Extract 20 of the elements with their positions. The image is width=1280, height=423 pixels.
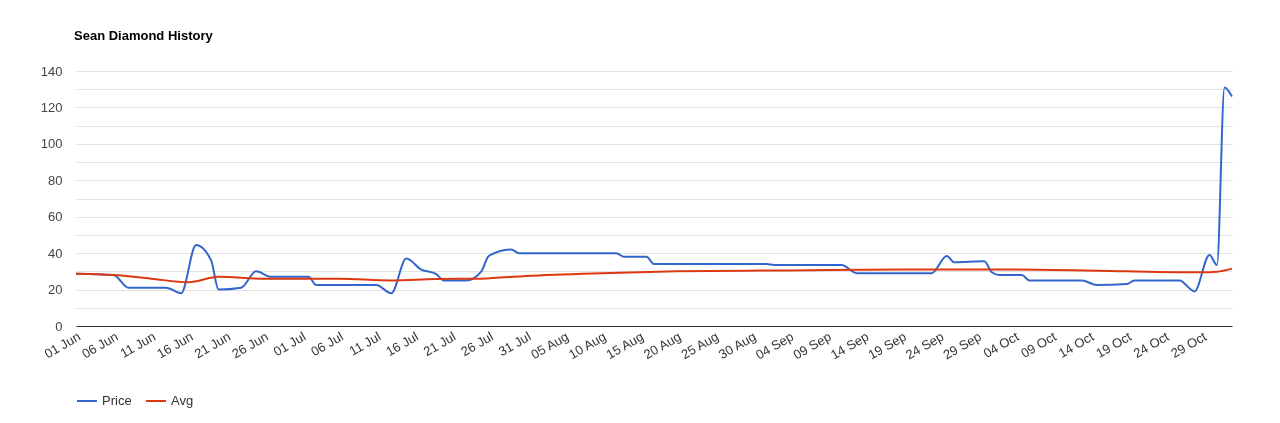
x-tick-label: 26 Jul (458, 328, 496, 360)
x-tick-label: 06 Jul (308, 328, 346, 360)
y-tick-label: 100 (40, 136, 63, 152)
x-tick-label: 29 Oct (1168, 328, 1210, 361)
line-series (75, 267, 1233, 284)
legend-label: Price (102, 393, 132, 408)
x-tick-label: 21 Jul (420, 328, 459, 360)
y-tick-label: 120 (40, 99, 63, 115)
y-tick-label: 0 (55, 318, 63, 334)
x-tick-label: 01 Jul (270, 328, 309, 360)
y-tick-label: 20 (48, 282, 63, 298)
y-tick-label: 40 (48, 245, 63, 261)
y-tick-label: 140 (40, 63, 63, 79)
chart-title: Sean Diamond History (74, 28, 214, 43)
y-tick-label: 80 (48, 172, 63, 188)
x-tick-label: 11 Jul (346, 328, 384, 359)
x-tick-label: 16 Jul (383, 328, 421, 360)
legend-label: Avg (171, 393, 194, 408)
x-tick-label: 19 Oct (1093, 328, 1135, 361)
y-tick-label: 60 (48, 209, 63, 225)
